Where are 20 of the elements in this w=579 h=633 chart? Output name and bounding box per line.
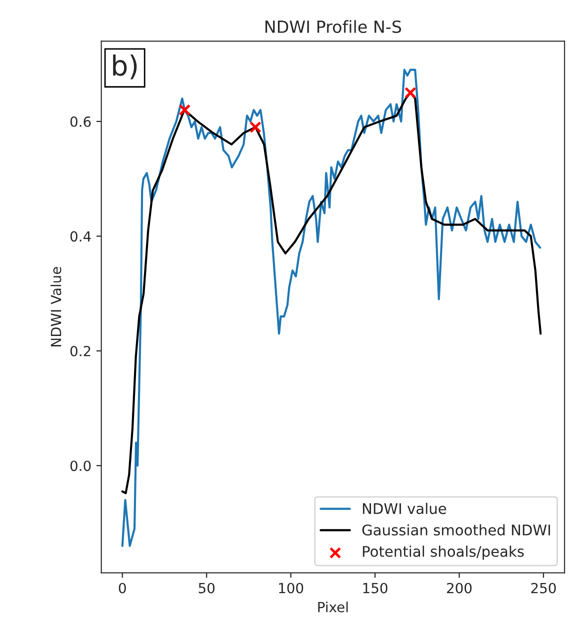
legend-label: NDWI value [362,502,446,514]
point [178,104,191,116]
x-tick-label: 100 [279,582,304,594]
x-tick-label: 50 [198,582,215,594]
annotation: b) [113,54,137,80]
y-tick-label: 0.6 [70,116,91,127]
point [404,86,416,99]
x-tick-label: 200 [447,582,472,594]
y-axis-title: NDWI Value [50,267,62,346]
x-tick-label: 250 [531,582,556,594]
y-tick-label: 0.0 [70,460,91,472]
x-tick-label: 150 [363,582,388,594]
chart-title: NDWI Profile N-S [265,20,402,34]
point [250,121,262,134]
y-tick-label: 0.4 [70,231,91,242]
x-tick-label: 0 [118,582,126,594]
x-axis-title: Pixel [318,602,348,612]
y-tick-label: 0.2 [70,346,90,356]
legend-label: Gaussian smoothed NDWI [362,524,550,536]
legend-label: Potential shoals/peaks [362,546,524,560]
